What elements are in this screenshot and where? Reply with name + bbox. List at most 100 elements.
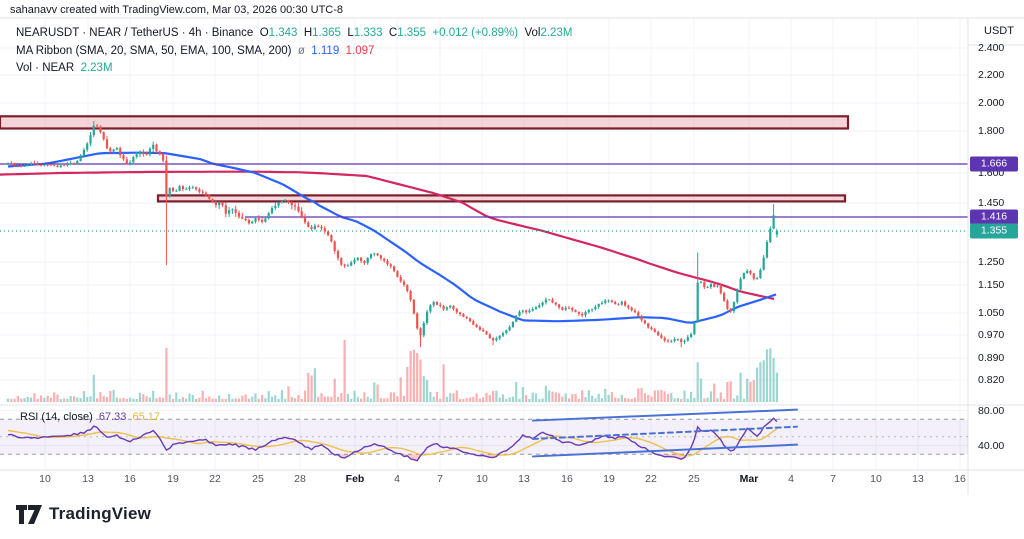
- candle: [152, 144, 155, 149]
- price-axis-label: 0.970: [978, 329, 1005, 341]
- volume-bar: [756, 367, 759, 402]
- rsi-channel-line: [532, 443, 798, 458]
- tradingview-logo-text: TradingView: [49, 504, 152, 523]
- volume-bar: [26, 396, 29, 402]
- candle: [185, 188, 188, 190]
- candle: [746, 270, 749, 274]
- volume-bar: [534, 393, 538, 402]
- time-axis-label: 10: [39, 473, 51, 485]
- candle: [393, 266, 396, 272]
- volume-legend-row[interactable]: Vol · NEAR 2.23M: [16, 62, 113, 74]
- candle: [468, 318, 472, 322]
- volume-bar: [515, 381, 518, 402]
- candle: [584, 312, 587, 316]
- candle: [769, 228, 772, 243]
- candle: [221, 202, 224, 206]
- candle: [195, 187, 198, 190]
- volume-bar: [442, 364, 445, 402]
- volume-bar: [234, 398, 237, 402]
- candle: [20, 165, 23, 167]
- time-axis-label: 28: [294, 473, 306, 485]
- candle: [643, 320, 646, 324]
- candle: [39, 164, 43, 166]
- candle: [462, 314, 465, 317]
- candle: [406, 284, 409, 292]
- volume-bar: [640, 388, 643, 402]
- symbol-legend-row[interactable]: NEARUSDT · NEAR / TetherUS · 4h · Binanc…: [16, 27, 572, 39]
- candle: [99, 126, 102, 133]
- volume-bar: [749, 381, 752, 402]
- volume-bar: [680, 398, 683, 402]
- volume-bar: [129, 397, 132, 402]
- candle: [129, 162, 132, 165]
- volume-bar: [531, 392, 534, 402]
- volume-bar: [208, 396, 211, 402]
- tradingview-logo[interactable]: TradingView: [16, 504, 151, 524]
- candle: [241, 216, 244, 219]
- time-axis-label: 10: [476, 473, 488, 485]
- volume-bar: [614, 397, 617, 402]
- legend-part: O: [259, 27, 269, 39]
- candle: [310, 226, 313, 229]
- candle: [274, 205, 277, 209]
- volume-bar: [584, 397, 587, 402]
- time-axis-label: 13: [518, 473, 530, 485]
- candle: [548, 299, 551, 301]
- candle: [726, 300, 729, 309]
- candle: [6, 163, 10, 165]
- volume-bar: [396, 396, 399, 402]
- price-badge: 1.666: [970, 156, 1018, 172]
- candle: [257, 218, 260, 220]
- volume-bar: [43, 397, 46, 402]
- candle: [353, 259, 356, 263]
- candle: [521, 310, 524, 312]
- candle: [614, 301, 617, 304]
- candle: [396, 271, 399, 277]
- volume-bar: [228, 394, 231, 402]
- candle: [317, 225, 320, 227]
- price-badge: 1.416: [970, 209, 1018, 225]
- candle: [647, 323, 650, 328]
- candle: [343, 264, 346, 266]
- candle: [218, 202, 221, 206]
- volume-bar: [86, 397, 89, 402]
- volume-bar: [247, 398, 250, 402]
- volume-bar: [538, 398, 541, 402]
- volume-bar: [148, 397, 151, 402]
- legend-part: 67.33: [98, 411, 133, 423]
- candle: [696, 282, 699, 323]
- volume-bar: [72, 396, 76, 402]
- candle: [690, 334, 693, 338]
- volume-bar: [660, 389, 663, 402]
- candle: [445, 307, 448, 310]
- candle: [508, 327, 511, 331]
- candle: [188, 187, 191, 189]
- volume-bar: [307, 372, 310, 402]
- volume-bar: [10, 398, 13, 402]
- candle: [419, 328, 422, 336]
- candle: [765, 242, 769, 258]
- volume-bar: [69, 395, 72, 402]
- volume-bar: [564, 393, 567, 402]
- volume-bar: [551, 391, 554, 402]
- candle: [66, 164, 69, 166]
- volume-bar: [723, 398, 726, 402]
- rsi-legend-row[interactable]: RSI (14, close) 67.33 65.17: [20, 411, 160, 423]
- ma-ribbon-legend-row[interactable]: MA Ribbon (SMA, 20, SMA, 50, EMA, 100, S…: [16, 45, 374, 57]
- volume-bar: [429, 392, 432, 402]
- volume-bar: [350, 398, 353, 402]
- volume-bar: [607, 394, 610, 402]
- time-axis-label: 16: [124, 473, 136, 485]
- volume-bar: [554, 392, 557, 402]
- candle: [373, 253, 376, 255]
- volume-bar: [647, 394, 650, 402]
- price-axis-label: 0.820: [978, 374, 1005, 386]
- volume-bar: [6, 398, 10, 402]
- legend-part: 1.333: [353, 27, 389, 39]
- candle: [10, 163, 13, 165]
- time-axis-label: 22: [645, 473, 657, 485]
- candle: [564, 307, 567, 310]
- candle: [604, 300, 607, 303]
- candle: [247, 220, 250, 224]
